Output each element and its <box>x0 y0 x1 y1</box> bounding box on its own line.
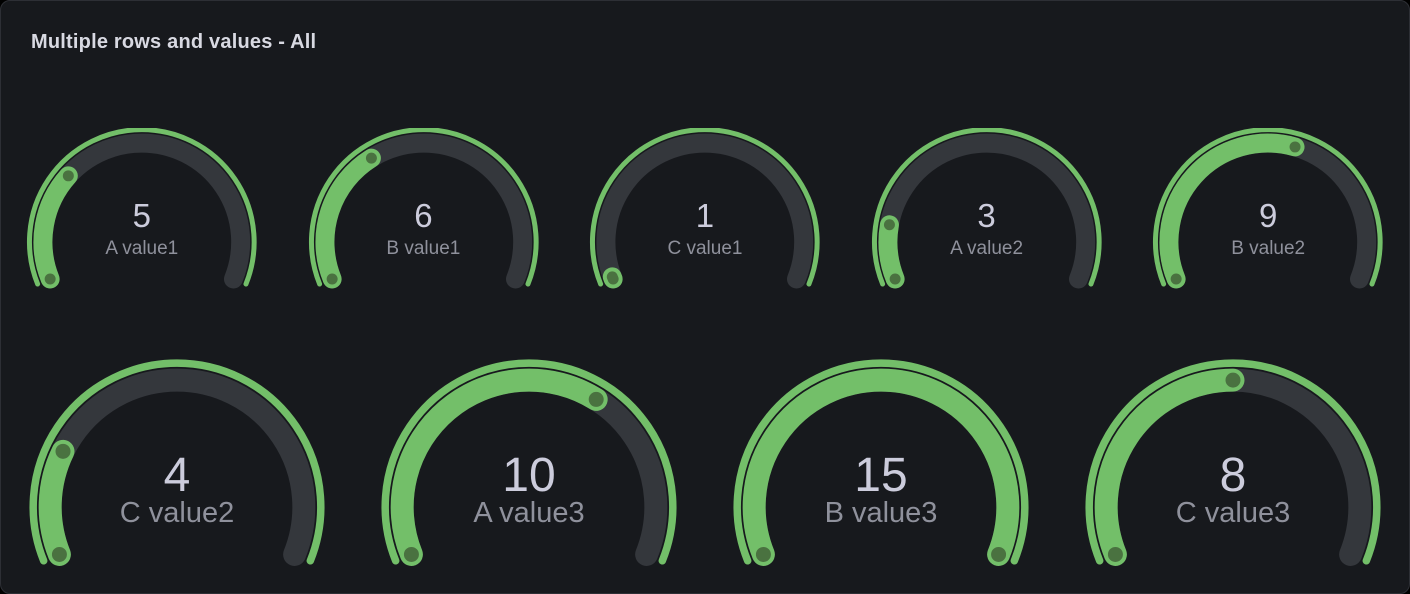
gauge-start-dot <box>403 546 419 562</box>
gauge-arc-svg <box>308 128 539 289</box>
gauge-start-dot <box>889 273 901 285</box>
gauge-start-dot <box>326 273 338 285</box>
gauge-value-arc <box>38 439 75 566</box>
gauge-end-dot <box>588 391 604 407</box>
gauge-track-arc <box>878 133 1095 289</box>
gauge-cell: 15 B value3 <box>705 359 1057 573</box>
gauge-start-dot <box>44 273 56 285</box>
gauge-start-dot <box>755 546 771 562</box>
gauge-end-dot <box>62 170 74 182</box>
gauge-threshold-ring <box>733 359 1029 565</box>
gauge-arc-svg <box>1153 128 1384 289</box>
gauge-value-arc <box>390 368 608 566</box>
gauge-end-dot <box>606 271 618 283</box>
gauge-end-dot <box>1225 372 1241 388</box>
gauge-value-arc <box>1094 368 1245 566</box>
gauge-threshold-ring <box>381 359 677 565</box>
panel-title[interactable]: Multiple rows and values - All <box>31 31 317 53</box>
gauge-start-dot <box>1171 273 1183 285</box>
gauge-threshold-ring <box>871 128 1102 287</box>
gauge-track-arc <box>33 133 251 289</box>
gauge-value-arc <box>1159 133 1305 289</box>
gauge-value-arc <box>878 215 905 289</box>
gauge-track-arc <box>596 133 814 289</box>
gauge-threshold-ring <box>29 359 325 565</box>
gauge-threshold-ring <box>26 128 257 287</box>
gauge-arc-svg <box>590 128 820 289</box>
gauge-end-dot <box>883 219 895 231</box>
gauge-arc-svg <box>871 128 1102 289</box>
gauge-threshold-ring <box>1153 128 1384 287</box>
gauge-value-arc <box>33 166 78 289</box>
gauge-end-dot <box>991 546 1007 562</box>
gauge-arc-svg <box>733 359 1029 566</box>
gauge-track-arc <box>38 368 316 566</box>
gauge-arc-svg <box>26 128 257 289</box>
gauge-value-arc <box>315 148 381 289</box>
gauge-cell: 10 A value3 <box>353 359 705 573</box>
gauge-end-dot <box>55 443 71 459</box>
gauge-arc-svg <box>381 359 677 566</box>
gauge-threshold-ring <box>1085 359 1381 565</box>
gauge-value-arc <box>742 368 1020 566</box>
gauge-threshold-ring <box>308 128 539 287</box>
gauge-start-dot <box>1107 546 1123 562</box>
gauge-threshold-ring <box>590 128 820 287</box>
gauge-end-dot <box>1289 141 1301 153</box>
gauge-arc-svg <box>29 359 325 566</box>
gauge-end-dot <box>365 152 377 164</box>
gauge-start-dot <box>51 546 67 562</box>
gauge-arc-svg <box>1085 359 1381 566</box>
